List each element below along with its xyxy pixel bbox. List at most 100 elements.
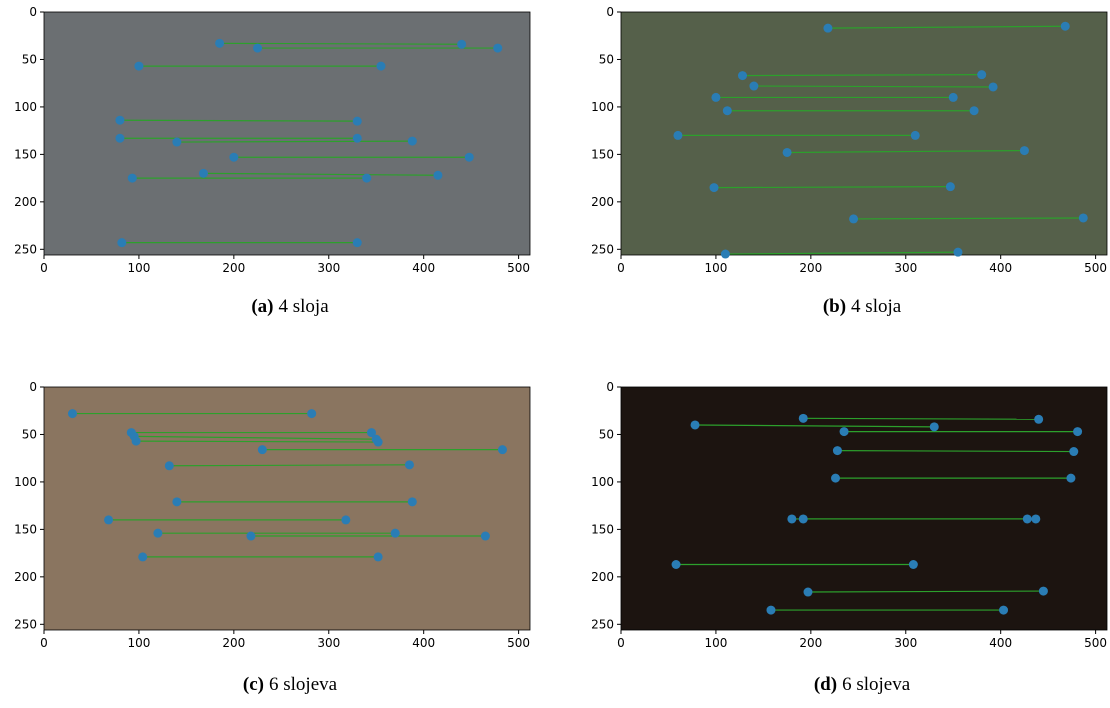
keypoint [353,117,362,126]
keypoint [783,148,792,157]
keypoint [930,422,939,431]
image-left [621,387,864,630]
keypoint [498,445,507,454]
caption: (a) 4 sloja [251,296,329,317]
keypoint [68,409,77,418]
keypoint [673,131,682,140]
keypoint [1079,213,1088,222]
keypoint [953,248,962,257]
keypoint [911,131,920,140]
image-left [44,12,287,255]
y-tick-label: 250 [14,242,37,256]
caption-text: 4 sloja [279,296,330,317]
keypoint [229,153,238,162]
keypoint [840,427,849,436]
keypoint [457,40,466,49]
caption-label: (d) [814,674,837,695]
keypoint [405,460,414,469]
y-tick-label: 50 [599,52,614,66]
keypoint [831,474,840,483]
keypoint [977,70,986,79]
keypoint [117,238,126,247]
x-tick-label: 0 [617,636,625,650]
keypoint [1069,447,1078,456]
y-tick-label: 0 [606,5,614,19]
image-right [287,387,530,630]
keypoint [1023,514,1032,523]
y-tick-label: 100 [591,100,614,114]
y-tick-label: 250 [591,242,614,256]
keypoint [128,174,137,183]
y-tick-label: 250 [14,617,37,631]
y-tick-label: 150 [591,522,614,536]
keypoint [949,93,958,102]
keypoint [481,532,490,541]
keypoint [1034,415,1043,424]
y-tick-label: 100 [14,475,37,489]
x-tick-label: 300 [317,636,340,650]
keypoint [766,606,775,615]
keypoint [803,588,812,597]
keypoint [353,238,362,247]
x-tick-label: 0 [617,261,625,275]
y-tick-label: 200 [14,570,37,584]
keypoint [172,138,181,147]
y-tick-label: 50 [599,427,614,441]
keypoint [989,82,998,91]
image-right [864,387,1107,630]
caption-label: (c) [243,674,264,695]
y-tick-label: 150 [591,147,614,161]
keypoint [465,153,474,162]
keypoint [749,82,758,91]
keypoint [374,552,383,561]
keypoint [1039,587,1048,596]
keypoint [132,437,141,446]
x-tick-label: 300 [317,261,340,275]
keypoint [374,438,383,447]
x-tick-label: 500 [1084,636,1107,650]
x-tick-label: 400 [412,636,435,650]
y-tick-label: 50 [22,52,37,66]
keypoint [909,560,918,569]
keypoint [172,497,181,506]
keypoint [104,515,113,524]
caption: (d)6 slojeva [814,674,911,695]
keypoint [199,169,208,178]
image-left [621,12,864,255]
keypoint [849,214,858,223]
y-tick-label: 50 [22,427,37,441]
y-tick-label: 100 [14,100,37,114]
x-tick-label: 300 [894,636,917,650]
keypoint [787,514,796,523]
keypoint [165,461,174,470]
image-left [44,387,287,630]
keypoint [799,514,808,523]
keypoint [1020,146,1029,155]
x-tick-label: 400 [989,636,1012,650]
keypoint [362,174,371,183]
keypoint [1061,22,1070,31]
keypoint [493,44,502,53]
caption-label: (a) [251,296,273,317]
x-tick-label: 100 [704,261,727,275]
keypoint [341,515,350,524]
y-tick-label: 150 [14,147,37,161]
x-tick-label: 200 [222,261,245,275]
keypoint [215,39,224,48]
keypoint [138,552,147,561]
figure: 0100200300400500050100150200250(a)4 sloj… [0,0,1110,704]
x-tick-label: 400 [989,261,1012,275]
keypoint [408,137,417,146]
keypoint [376,62,385,71]
y-tick-label: 0 [29,5,37,19]
keypoint [353,134,362,143]
keypoint [391,529,400,538]
x-tick-label: 500 [1084,261,1107,275]
keypoint [711,93,720,102]
keypoint [738,71,747,80]
caption-text: 6 slojeva [842,674,911,695]
keypoint [723,106,732,115]
x-tick-label: 400 [412,261,435,275]
keypoint [710,183,719,192]
x-tick-label: 500 [507,261,530,275]
